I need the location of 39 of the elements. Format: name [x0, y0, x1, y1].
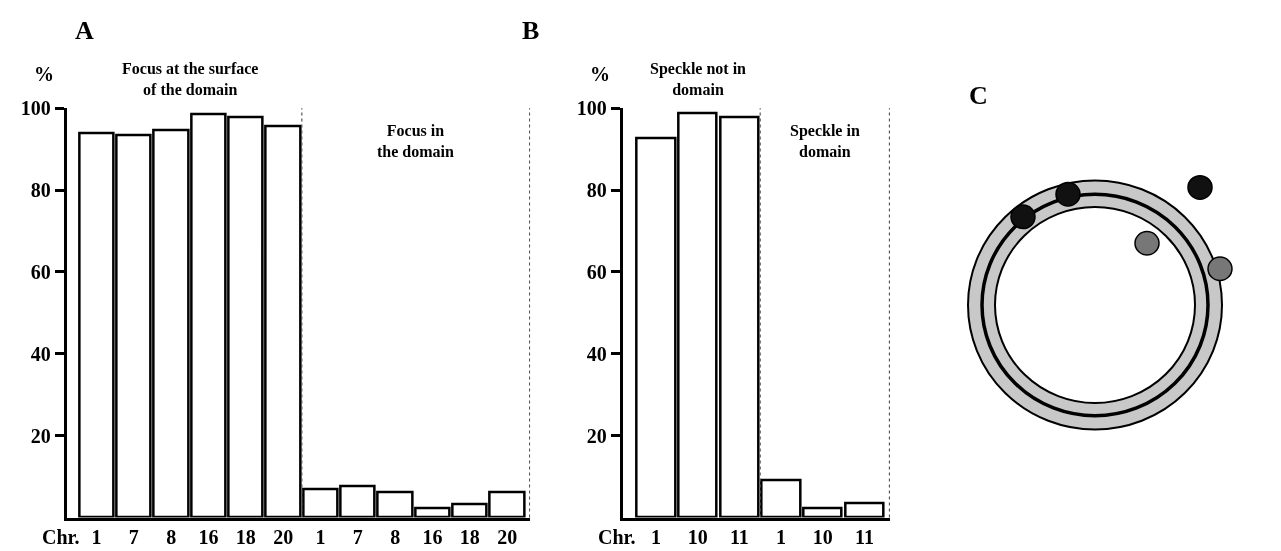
- x-tick-label: 11: [729, 526, 749, 549]
- x-tick-label: 8: [166, 526, 177, 549]
- text: C: [969, 81, 988, 110]
- x-axis-title: Chr.: [598, 526, 636, 548]
- y-tick-label: 20: [30, 424, 51, 447]
- chart-title: B: [522, 16, 540, 45]
- x-tick-label: 7: [352, 526, 363, 549]
- x-tick-label: 1: [776, 526, 787, 549]
- x-tick-label: 1: [650, 526, 661, 549]
- x-tick-label: 1: [315, 526, 326, 549]
- text: Focus at the surface of the domain: [122, 60, 259, 98]
- annotation: Speckle in domain: [790, 122, 860, 160]
- x-tick-label: 8: [390, 526, 401, 549]
- y-tick-label: 80: [30, 179, 51, 202]
- chart-title: A: [75, 16, 94, 45]
- y-tick-label: 40: [586, 342, 607, 365]
- x-tick-label: 10: [687, 526, 708, 549]
- x-tick-label: 18: [235, 526, 256, 549]
- x-tick-label: 18: [459, 526, 480, 549]
- text: Speckle not in domain: [650, 60, 747, 98]
- y-tick-label: 20: [586, 424, 607, 447]
- x-tick-label: 1: [91, 526, 102, 549]
- y-tick-label: 100: [576, 97, 607, 120]
- y-axis-title: %: [590, 63, 610, 85]
- x-tick-label: 16: [198, 526, 219, 549]
- x-tick-label: 7: [128, 526, 139, 549]
- annotation: Focus in the domain: [377, 122, 454, 160]
- x-tick-label: 20: [273, 526, 294, 549]
- x-axis-title: Chr.: [42, 526, 80, 548]
- y-tick-label: 40: [30, 342, 51, 365]
- y-tick-label: 60: [30, 260, 51, 283]
- x-tick-label: 16: [422, 526, 443, 549]
- x-tick-label: 20: [497, 526, 518, 549]
- y-tick-label: 80: [586, 179, 607, 202]
- y-axis-title: %: [34, 63, 54, 85]
- x-tick-label: 10: [812, 526, 833, 549]
- x-tick-label: 11: [854, 526, 874, 549]
- y-tick-label: 60: [586, 260, 607, 283]
- y-tick-label: 100: [20, 97, 51, 120]
